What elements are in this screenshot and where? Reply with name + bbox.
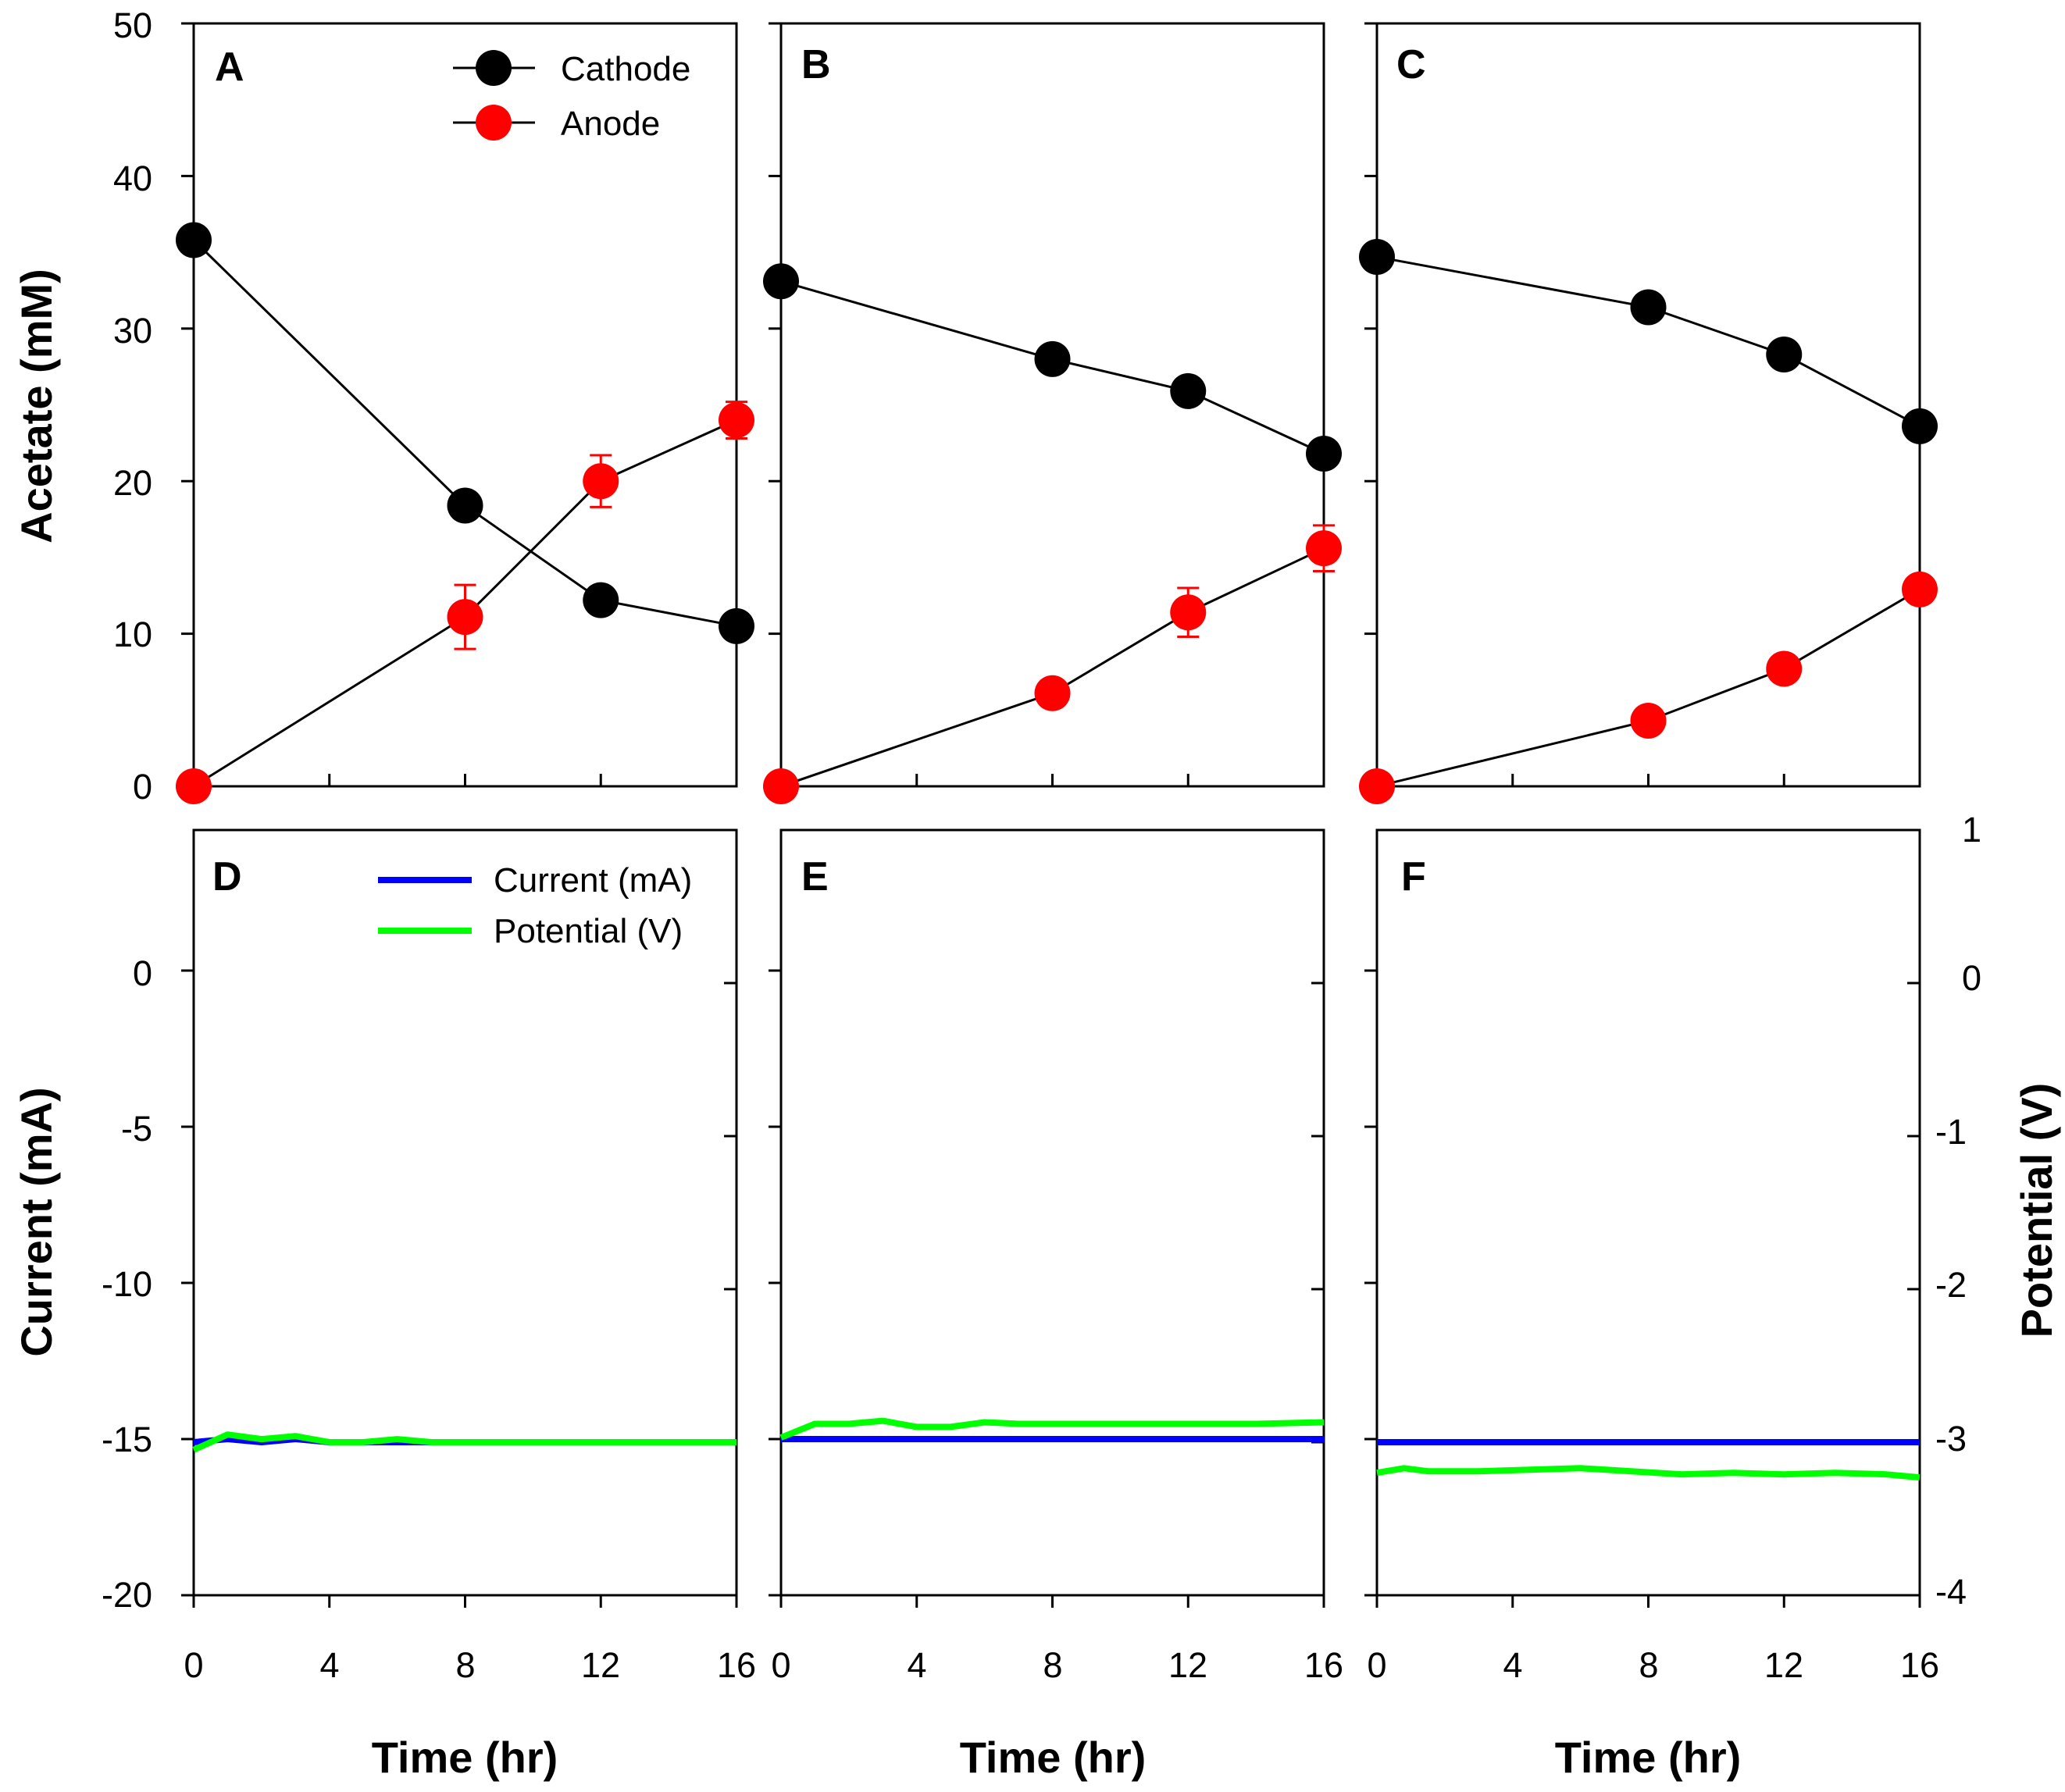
x-axis-title: Time (hr) bbox=[372, 1733, 558, 1782]
y-tick-label: 0 bbox=[133, 953, 152, 993]
panel-c-frame bbox=[1375, 22, 1921, 788]
x-tick-label: 12 bbox=[1764, 1645, 1803, 1685]
data-point-cathode bbox=[1170, 372, 1207, 409]
panel-b-letter: B bbox=[801, 42, 831, 87]
y2-tick-label: 0 bbox=[1962, 958, 1981, 998]
x-tick-label: 4 bbox=[319, 1645, 339, 1685]
data-point-anode bbox=[763, 768, 799, 804]
data-point-cathode bbox=[447, 487, 483, 524]
x-axis-title: Time (hr) bbox=[1555, 1733, 1742, 1782]
x-tick-label: 8 bbox=[1639, 1645, 1658, 1685]
y-tick-label: 10 bbox=[113, 615, 152, 654]
data-point-anode bbox=[1034, 675, 1071, 711]
data-point-cathode bbox=[763, 263, 799, 300]
legend-label-anode: Anode bbox=[561, 105, 660, 143]
x-tick-label: 12 bbox=[581, 1645, 620, 1685]
marks-layer bbox=[176, 222, 1938, 1481]
y-tick-label: 20 bbox=[113, 463, 152, 503]
panel-a-letter: A bbox=[215, 45, 244, 90]
data-point-anode bbox=[1766, 650, 1803, 687]
panel-f-frame bbox=[1375, 828, 1921, 1597]
x-tick-label: 0 bbox=[184, 1645, 203, 1685]
data-point-cathode bbox=[583, 582, 619, 618]
series-line-potential bbox=[779, 1417, 1325, 1441]
panel-e-frame bbox=[779, 828, 1325, 1597]
x-tick-label: 16 bbox=[1900, 1645, 1939, 1685]
y-axis-title-current: Current (mA) bbox=[12, 1087, 61, 1356]
x-tick-label: 0 bbox=[1367, 1645, 1386, 1685]
x-tick-label: 4 bbox=[907, 1645, 926, 1685]
data-point-anode bbox=[1630, 702, 1667, 739]
data-point-anode bbox=[1306, 530, 1342, 567]
series-line-anode bbox=[780, 547, 1325, 788]
x-axis-title: Time (hr) bbox=[960, 1733, 1147, 1782]
y2-tick-label: -3 bbox=[1935, 1419, 1967, 1459]
data-point-anode bbox=[1170, 594, 1207, 631]
data-point-cathode bbox=[1766, 337, 1803, 373]
legend-label-current: Current (mA) bbox=[494, 861, 692, 900]
series-line-anode bbox=[1376, 588, 1921, 788]
y-tick-label: 50 bbox=[113, 5, 152, 45]
x-tick-label: 16 bbox=[1304, 1645, 1343, 1685]
y2-tick-label: -4 bbox=[1935, 1572, 1967, 1612]
data-point-cathode bbox=[1359, 238, 1395, 275]
y-axis-title-acetate: Acetate (mM) bbox=[12, 269, 61, 543]
panel-e-letter: E bbox=[801, 854, 829, 900]
legend-label-potential: Potential (V) bbox=[494, 912, 683, 950]
x-tick-label: 8 bbox=[1043, 1645, 1062, 1685]
series-line-anode bbox=[193, 419, 737, 788]
data-point-cathode bbox=[1902, 408, 1938, 444]
panel-c-letter: C bbox=[1396, 42, 1426, 87]
y-tick-label: 0 bbox=[133, 767, 152, 807]
y-tick-label: -15 bbox=[102, 1420, 152, 1459]
data-point-cathode bbox=[1630, 289, 1667, 326]
data-point-anode bbox=[1359, 768, 1395, 804]
x-tick-label: 12 bbox=[1168, 1645, 1207, 1685]
data-point-anode bbox=[176, 768, 212, 804]
ticks-layer bbox=[181, 22, 1921, 1608]
y2-tick-label: -2 bbox=[1935, 1265, 1967, 1305]
legend-marker-anode bbox=[476, 105, 512, 141]
y-tick-label: 40 bbox=[113, 159, 152, 198]
y-tick-label: 30 bbox=[113, 311, 152, 351]
series-line-potential bbox=[1376, 1465, 1921, 1481]
y-tick-label: -5 bbox=[121, 1109, 152, 1149]
data-point-anode bbox=[1902, 571, 1938, 607]
panel-f-letter: F bbox=[1401, 854, 1426, 900]
y2-tick-label: -1 bbox=[1935, 1112, 1967, 1152]
x-tick-label: 0 bbox=[771, 1645, 790, 1685]
y-tick-label: -20 bbox=[102, 1575, 152, 1615]
data-point-cathode bbox=[176, 222, 212, 258]
series-line-cathode bbox=[192, 239, 737, 628]
series-line-potential bbox=[192, 1431, 736, 1453]
y2-tick-label: 1 bbox=[1962, 810, 1981, 850]
panel-b-frame bbox=[779, 22, 1325, 788]
x-tick-label: 8 bbox=[455, 1645, 475, 1685]
panel-d-letter: D bbox=[212, 854, 242, 900]
y-tick-label: -10 bbox=[102, 1264, 152, 1304]
data-point-cathode bbox=[1306, 436, 1342, 472]
y2-axis-title-potential: Potential (V) bbox=[2012, 1083, 2061, 1338]
x-tick-label: 16 bbox=[717, 1645, 756, 1685]
legend-label-cathode: Cathode bbox=[561, 50, 690, 88]
data-point-anode bbox=[583, 463, 619, 500]
data-point-anode bbox=[719, 402, 754, 439]
x-tick-label: 4 bbox=[1503, 1645, 1522, 1685]
data-point-anode bbox=[447, 599, 483, 636]
legend-marker-cathode bbox=[476, 50, 512, 86]
series-line-cathode bbox=[1376, 255, 1921, 428]
series-line-cathode bbox=[780, 280, 1325, 455]
data-point-cathode bbox=[1034, 340, 1071, 377]
data-point-cathode bbox=[719, 607, 754, 644]
